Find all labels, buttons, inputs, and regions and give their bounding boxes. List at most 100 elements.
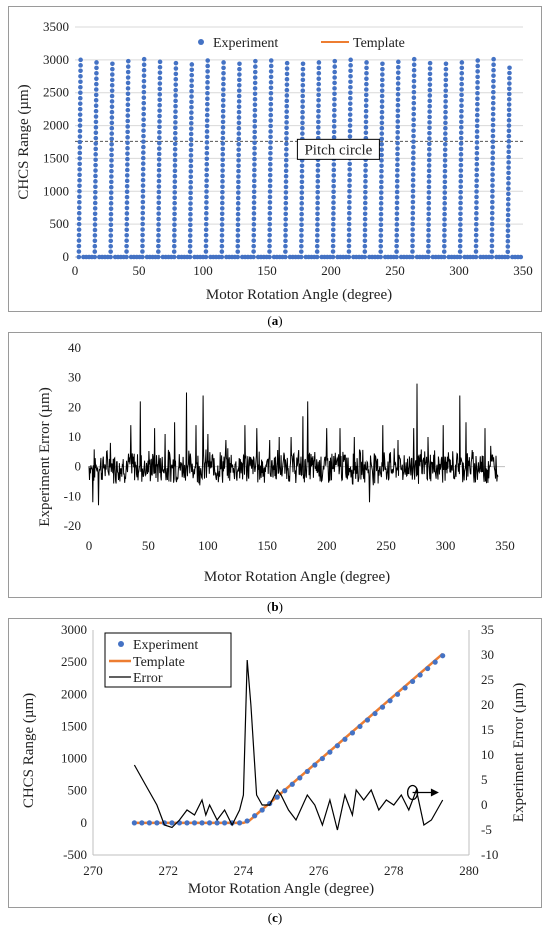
experiment-point bbox=[489, 243, 495, 249]
experiment-point bbox=[268, 96, 274, 102]
experiment-point bbox=[379, 120, 385, 126]
experiment-point bbox=[283, 200, 289, 206]
experiment-point bbox=[347, 117, 353, 123]
experiment-point bbox=[427, 130, 432, 136]
experiment-point bbox=[124, 200, 130, 205]
experiment-point bbox=[284, 130, 289, 136]
experiment-point bbox=[235, 243, 241, 249]
experiment-point bbox=[489, 232, 495, 238]
experiment-point bbox=[251, 227, 257, 233]
experiment-point bbox=[219, 222, 225, 227]
experiment-point bbox=[490, 95, 496, 100]
experiment-point bbox=[268, 134, 273, 140]
y-tick-label: 2500 bbox=[61, 654, 87, 669]
experiment-point bbox=[188, 153, 194, 158]
experiment-point bbox=[141, 111, 146, 117]
experiment-point bbox=[156, 222, 161, 227]
experiment-point bbox=[458, 146, 464, 152]
experiment-point bbox=[110, 72, 115, 77]
experiment-point bbox=[268, 74, 274, 80]
experiment-point bbox=[315, 184, 321, 190]
experiment-point bbox=[251, 205, 257, 211]
experiment-point bbox=[506, 186, 511, 191]
experiment-point bbox=[236, 93, 242, 99]
experiment-point bbox=[427, 82, 433, 87]
experiment-point bbox=[394, 216, 400, 222]
experiment-point bbox=[188, 147, 194, 153]
y2-axis-title: Experiment Error (µm) bbox=[511, 683, 527, 822]
experiment-point bbox=[395, 130, 400, 135]
experiment-point bbox=[331, 167, 337, 173]
experiment-point bbox=[491, 62, 496, 67]
experiment-point bbox=[347, 123, 353, 128]
experiment-point bbox=[124, 205, 130, 211]
experiment-point bbox=[77, 172, 82, 178]
experiment-point bbox=[458, 200, 463, 206]
experiment-point bbox=[172, 211, 177, 217]
experiment-point bbox=[363, 195, 368, 200]
experiment-point bbox=[156, 184, 162, 189]
experiment-point bbox=[332, 96, 337, 102]
experiment-point bbox=[283, 222, 288, 227]
experiment-point bbox=[457, 243, 463, 249]
experiment-point bbox=[506, 144, 512, 149]
experiment-point bbox=[156, 200, 162, 206]
experiment-point bbox=[204, 211, 209, 216]
experiment-point bbox=[188, 142, 194, 147]
experiment-point bbox=[172, 130, 178, 136]
experiment-point bbox=[299, 174, 305, 179]
experiment-point bbox=[507, 86, 512, 92]
experiment-point bbox=[108, 254, 113, 260]
y-tick-label: 1000 bbox=[61, 751, 87, 766]
experiment-point bbox=[364, 60, 369, 65]
experiment-point bbox=[108, 243, 114, 249]
x-tick-label: 150 bbox=[257, 263, 277, 278]
experiment-point bbox=[331, 162, 337, 167]
experiment-point bbox=[124, 167, 130, 173]
experiment-point bbox=[125, 86, 131, 91]
experiment-point bbox=[204, 205, 209, 211]
experiment-point bbox=[459, 70, 465, 76]
experiment-point bbox=[236, 184, 241, 190]
experiment-point bbox=[139, 820, 145, 826]
experiment-point bbox=[189, 99, 194, 105]
experiment-point bbox=[490, 188, 495, 194]
experiment-point bbox=[410, 221, 416, 227]
chart-b: -20 -10 0 10 20 30 40 0 50 100 150 200 250 300 350 Moto… bbox=[37, 340, 515, 585]
x-tick-label: 0 bbox=[72, 263, 79, 278]
y2-tick-label: 5 bbox=[481, 772, 488, 787]
experiment-point bbox=[300, 66, 306, 72]
experiment-point bbox=[283, 184, 289, 190]
experiment-point bbox=[490, 111, 496, 117]
experiment-point bbox=[379, 152, 384, 158]
experiment-point bbox=[283, 243, 288, 249]
experiment-point bbox=[124, 173, 130, 178]
experiment-point bbox=[299, 217, 304, 222]
experiment-point bbox=[443, 125, 448, 131]
experiment-point bbox=[505, 244, 511, 249]
experiment-point bbox=[172, 195, 177, 201]
experiment-point bbox=[220, 103, 226, 109]
experiment-point bbox=[474, 216, 479, 222]
experiment-point bbox=[507, 81, 512, 86]
experiment-point bbox=[156, 189, 162, 195]
experiment-point bbox=[347, 188, 352, 194]
experiment-point bbox=[410, 238, 415, 243]
experiment-point bbox=[443, 82, 449, 88]
experiment-point bbox=[315, 227, 320, 233]
experiment-point bbox=[348, 84, 353, 90]
experiment-point bbox=[268, 129, 273, 134]
experiment-point bbox=[125, 64, 131, 69]
experiment-point bbox=[205, 85, 210, 91]
experiment-point bbox=[363, 114, 369, 119]
experiment-point bbox=[491, 89, 496, 95]
experiment-point bbox=[204, 172, 209, 178]
experiment-point bbox=[506, 123, 512, 128]
experiment-point bbox=[109, 147, 114, 152]
experiment-point bbox=[332, 86, 337, 91]
experiment-point bbox=[474, 200, 479, 205]
experiment-point bbox=[458, 195, 463, 200]
experiment-point bbox=[387, 698, 393, 704]
experiment-point bbox=[108, 222, 114, 228]
experiment-point bbox=[77, 117, 83, 123]
